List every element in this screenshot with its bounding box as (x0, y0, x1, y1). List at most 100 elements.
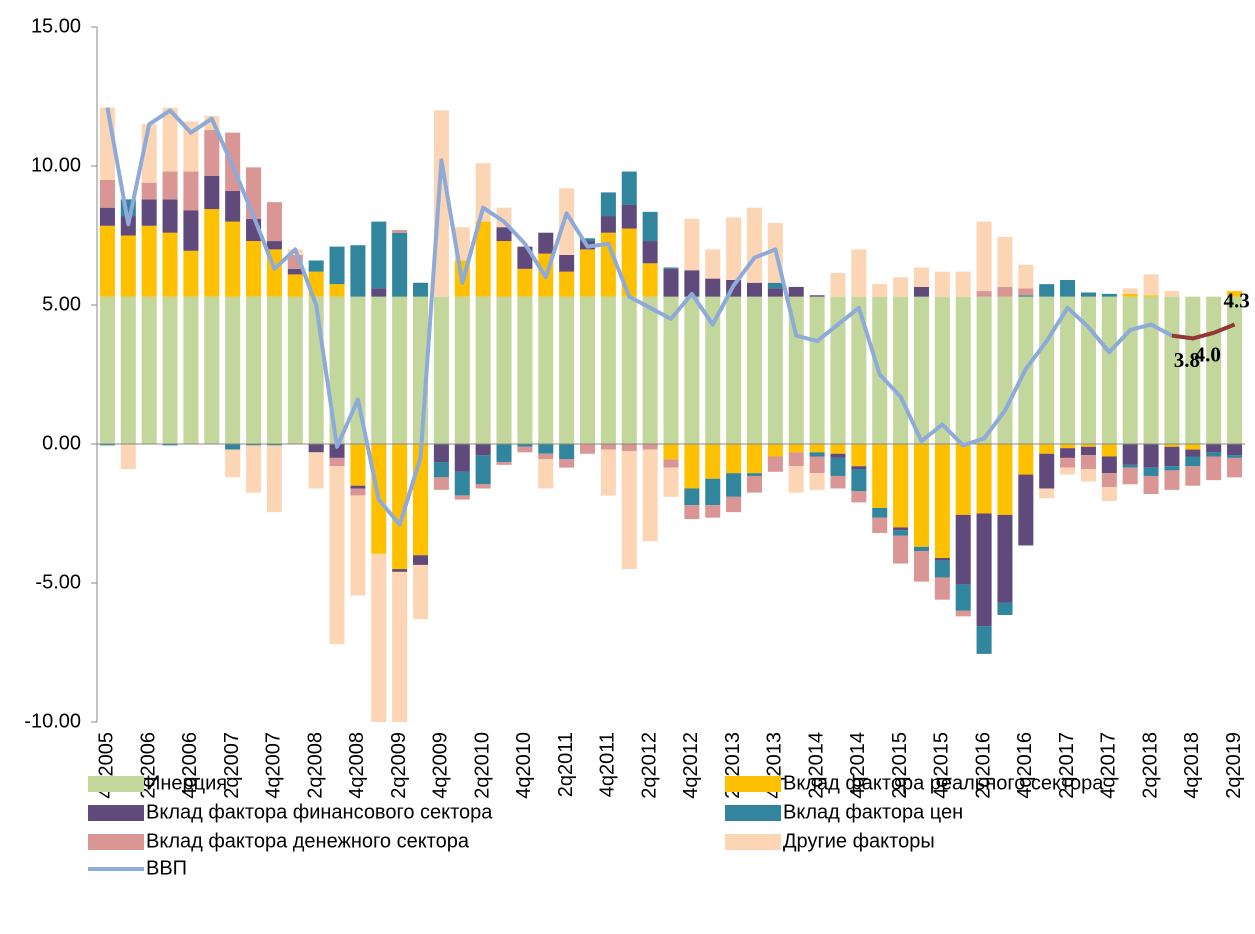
bar-segment (371, 221, 387, 289)
y-tick-label: 5.00 (42, 293, 81, 315)
bar-segment (705, 505, 721, 518)
bar-segment (872, 284, 888, 297)
bar-segment (684, 505, 700, 520)
bar-segment (266, 241, 282, 250)
bar-segment (204, 129, 220, 176)
bar-segment (1039, 453, 1055, 489)
bar-segment (287, 268, 303, 275)
bar-segment (726, 444, 742, 474)
bar-segment (1227, 455, 1243, 458)
bar-segment (496, 462, 512, 465)
bar-segment (559, 296, 575, 444)
bar-segment (663, 467, 679, 497)
bar-segment (371, 553, 387, 722)
bar-segment (329, 466, 345, 645)
bar-segment (663, 459, 679, 468)
bar-segment (266, 445, 282, 513)
bar-segment (162, 107, 178, 172)
bar-segment (642, 449, 658, 542)
bar-segment (955, 610, 971, 617)
bar-segment (475, 221, 491, 297)
bar-segment (851, 444, 867, 467)
bar-segment (830, 457, 846, 476)
bar-segment (225, 296, 241, 444)
bar-segment (308, 444, 324, 453)
bar-segment (955, 271, 971, 297)
bar-segment (955, 296, 971, 444)
x-tick-label: 2q2011 (555, 732, 577, 797)
bar-segment (141, 199, 157, 226)
bar-segment (663, 268, 679, 297)
bar-segment (1122, 296, 1138, 444)
bar-segment (433, 477, 449, 490)
bar-segment (559, 188, 575, 255)
x-tick-label: 4q2018 (1181, 732, 1203, 799)
y-tick-label: -10.00 (24, 710, 81, 732)
bar-segment (997, 296, 1013, 444)
bar-segment (204, 175, 220, 210)
bar-segment (872, 507, 888, 518)
bar-segment (1039, 488, 1055, 499)
bar-segment (788, 444, 804, 453)
bar-segment (976, 296, 992, 444)
bar-segment (997, 236, 1013, 287)
bar-segment (955, 584, 971, 611)
y-tick-label: -5.00 (35, 571, 81, 593)
legend-swatch (88, 805, 144, 821)
bar-segment (1080, 469, 1096, 482)
bar-segment (433, 444, 449, 463)
bar-segment (475, 455, 491, 485)
bar-segment (997, 602, 1013, 615)
bar-segment (538, 444, 554, 454)
bar-segment (496, 241, 512, 297)
bar-segment (204, 209, 220, 297)
bar-segment (1143, 444, 1159, 468)
bar-segment (371, 288, 387, 297)
bar-segment (830, 453, 846, 458)
bar-segment (830, 273, 846, 297)
legend-swatch (725, 834, 781, 850)
bar-segment (559, 271, 575, 297)
legend-label: Вклад фактора денежного сектора (146, 830, 470, 852)
bar-segment (767, 296, 783, 444)
bar-segment (1039, 444, 1055, 454)
bar-segment (246, 241, 262, 297)
bar-segment (1122, 464, 1138, 468)
bar-segment (120, 235, 136, 297)
bar-segment (684, 444, 700, 489)
bar-segment (1227, 291, 1243, 297)
bar-segment (767, 444, 783, 457)
bar-segment (329, 246, 345, 285)
bar-segment (642, 241, 658, 264)
bar-segment (705, 296, 721, 444)
y-tick-label: 10.00 (31, 154, 81, 176)
gdp-forecast-line (1171, 322, 1236, 341)
bar-segment (1164, 291, 1180, 297)
bar-segment (204, 296, 220, 444)
bar-segment (893, 296, 909, 444)
legend-label: Вклад фактора цен (783, 801, 963, 823)
bar-segment (454, 444, 470, 472)
bar-segment (162, 199, 178, 233)
bar-segment (642, 444, 658, 450)
bar-segment (976, 626, 992, 654)
bar-segment (1143, 295, 1159, 297)
bar-segment (851, 491, 867, 503)
legend-label: ВВП (146, 857, 187, 879)
bar-segment (1101, 487, 1117, 501)
bar-segment (99, 207, 115, 226)
bar-segment (955, 444, 971, 515)
bar-segment (266, 296, 282, 444)
bar-segment (162, 296, 178, 444)
bar-segment (767, 288, 783, 297)
bar-segment (496, 444, 512, 463)
bar-segment (496, 296, 512, 444)
bar-segment (120, 444, 136, 470)
bar-segment (663, 296, 679, 444)
bar-segment (1060, 467, 1076, 475)
bar-segment (621, 296, 637, 444)
gdp-line (105, 107, 1173, 527)
bar-segment (788, 286, 804, 297)
bar-segment (934, 560, 950, 578)
bar-segment (1060, 279, 1076, 297)
